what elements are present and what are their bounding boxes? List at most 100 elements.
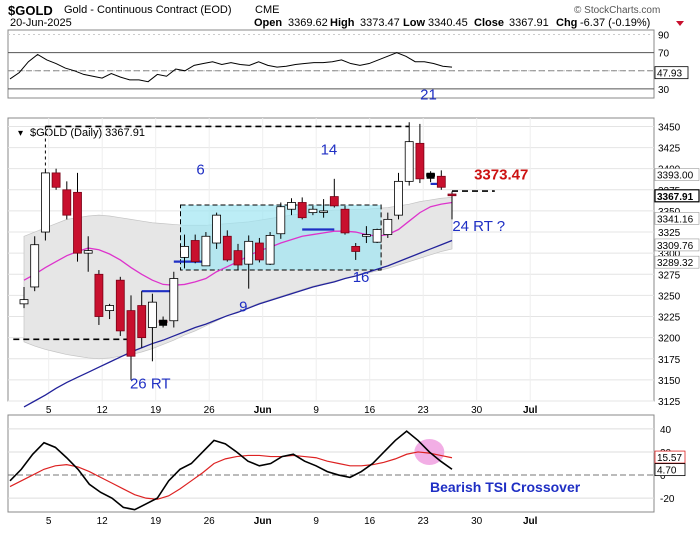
price-tick-label: 3175 [658,355,681,366]
price-annotation: 3373.47 [474,167,528,184]
candle-body [190,240,200,263]
price-tick-label: 3300 [658,249,681,260]
chart-date: 20-Jun-2025 [10,17,72,29]
candle-body [180,246,189,258]
candle-body [83,250,93,254]
candle-body [212,214,222,244]
open-value: 3369.62 [288,17,328,29]
x-tick-label-bottom: Jul [523,516,538,527]
price-value-box [654,212,700,225]
price-annotation: 21 [420,86,437,103]
tsi-signal-line [9,451,453,500]
candle-body-dark [159,319,168,326]
x-tick-label-bottom: 9 [313,516,319,527]
candle-body [404,141,414,182]
high-label: High [330,17,355,29]
x-tick-label: 23 [418,405,430,416]
price-tick-label: 3425 [658,144,681,155]
open-label: Open [254,17,282,29]
candle-body [308,208,318,214]
price-value-box [654,238,700,252]
down-arrow-icon [676,21,684,26]
x-tick-label: 30 [471,405,483,416]
candle-body [351,246,361,252]
rsi-layer [8,34,654,90]
candle-body [233,250,243,266]
tsi-value-box [654,450,686,464]
rsi-tick-label: 30 [658,85,670,96]
high-value: 3373.47 [360,17,400,29]
price-value-box [654,255,700,269]
price-tick-label: 3450 [658,122,681,133]
tsi-tick-label: 0 [660,471,666,482]
candle-body [394,180,403,216]
candle-body [126,310,136,357]
candle-body [447,193,457,197]
price-value-label: 3309.76 [657,241,694,252]
price-tick-label: 3150 [658,376,681,387]
x-tick-label: 9 [313,405,319,416]
rsi-tick-label: 70 [658,49,670,60]
x-tick-label-bottom: 30 [471,516,483,527]
price-tick-label: 3250 [658,291,681,302]
x-tick-label-bottom: 26 [204,516,216,527]
tsi-value-box [654,463,686,477]
candle-body [361,234,371,237]
candle-body [372,229,382,243]
rsi-line [9,52,453,83]
candle-body [137,305,147,339]
gear-icon: ▾ [18,128,23,139]
candle-body [115,279,125,332]
candle-body [297,202,307,219]
sma-long-line [23,239,453,408]
axis-layer: 9070503047.93345034253400337533503325330… [46,31,700,527]
candle-body [73,191,82,254]
candle-body-dark [426,172,435,179]
low-value: 3340.45 [428,17,468,29]
candle-body [51,172,61,188]
chart-name: Gold - Continuous Contract (EOD) [64,4,232,16]
candle-body [41,172,50,233]
x-tick-label: 5 [46,405,52,416]
candle-body [201,235,211,267]
price-value-box [654,189,700,203]
price-tick-label: 3125 [658,397,681,408]
x-tick-label: Jun [254,405,272,416]
candle-body [244,240,254,265]
price-layer: 6 14 21 9 16 26 RT 24 RT ? 3373.47 [8,86,654,408]
price-annotation: 6 [196,162,204,179]
rsi-value-box [654,66,689,80]
price-tick-label: 3200 [658,334,681,345]
rsi-value-label: 47.93 [657,69,682,80]
rsi-tick-label: 90 [658,31,670,42]
x-tick-label-bottom: 19 [150,516,162,527]
candle-body [415,142,425,180]
candle-body [340,208,350,234]
tsi-layer [8,428,654,511]
x-tick-label: 16 [364,405,376,416]
candle-body [105,305,114,312]
watermark: © StockCharts.com [574,5,660,16]
chart-symbol: $GOLD [8,3,53,18]
candle-body [19,299,29,305]
candle-body [329,196,339,207]
x-tick-label-bottom: 23 [418,516,430,527]
price-annotation: 24 RT ? [452,218,505,235]
rsi-panel [7,29,655,99]
close-label: Close [474,17,504,29]
x-tick-label-bottom: Jun [254,516,272,527]
candle-body [30,244,40,288]
x-tick-label: 19 [150,405,162,416]
candle-body [436,175,446,188]
candle-body [383,218,393,235]
tsi-annotation: Bearish TSI Crossover [430,479,581,495]
candle-body [319,210,329,213]
price-value-box [654,168,700,181]
low-label: Low [403,17,425,29]
candle-body [287,202,296,210]
candle-body [254,242,264,261]
x-tick-label: Jul [523,405,538,416]
chg-label: Chg [556,17,577,29]
tsi-value-label: 4.70 [657,466,677,477]
